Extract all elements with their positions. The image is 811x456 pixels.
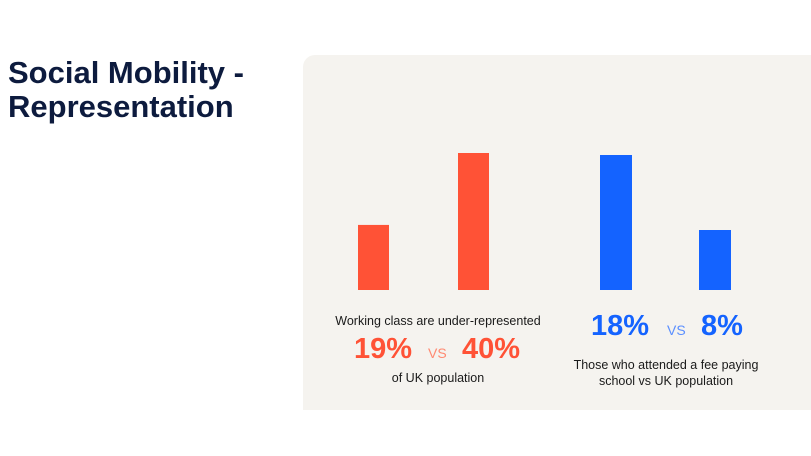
working-class-value-2: 40% [462,333,521,365]
slide-title: Social Mobility - Representation [8,55,244,124]
working-class-bar-1 [358,224,389,290]
fee-paying-caption: Those who attended a fee paying school v… [573,358,759,388]
working-class-caption: Working class are under-represented [335,314,541,328]
fee-paying-bar-2 [699,230,731,290]
working-class-subcaption: of UK population [391,371,485,385]
fee-paying-value-2: 8% [701,310,743,342]
fee-paying-bar-1 [600,155,632,290]
working-class-vs: VS [428,345,447,361]
fee-paying-value-1: 18% [591,310,650,342]
working-class-chart [358,153,489,290]
working-class-value-1: 19% [354,333,413,365]
fee-paying-vs: VS [667,322,686,338]
working-class-bar-2 [458,153,489,290]
fee-paying-chart [600,155,731,290]
